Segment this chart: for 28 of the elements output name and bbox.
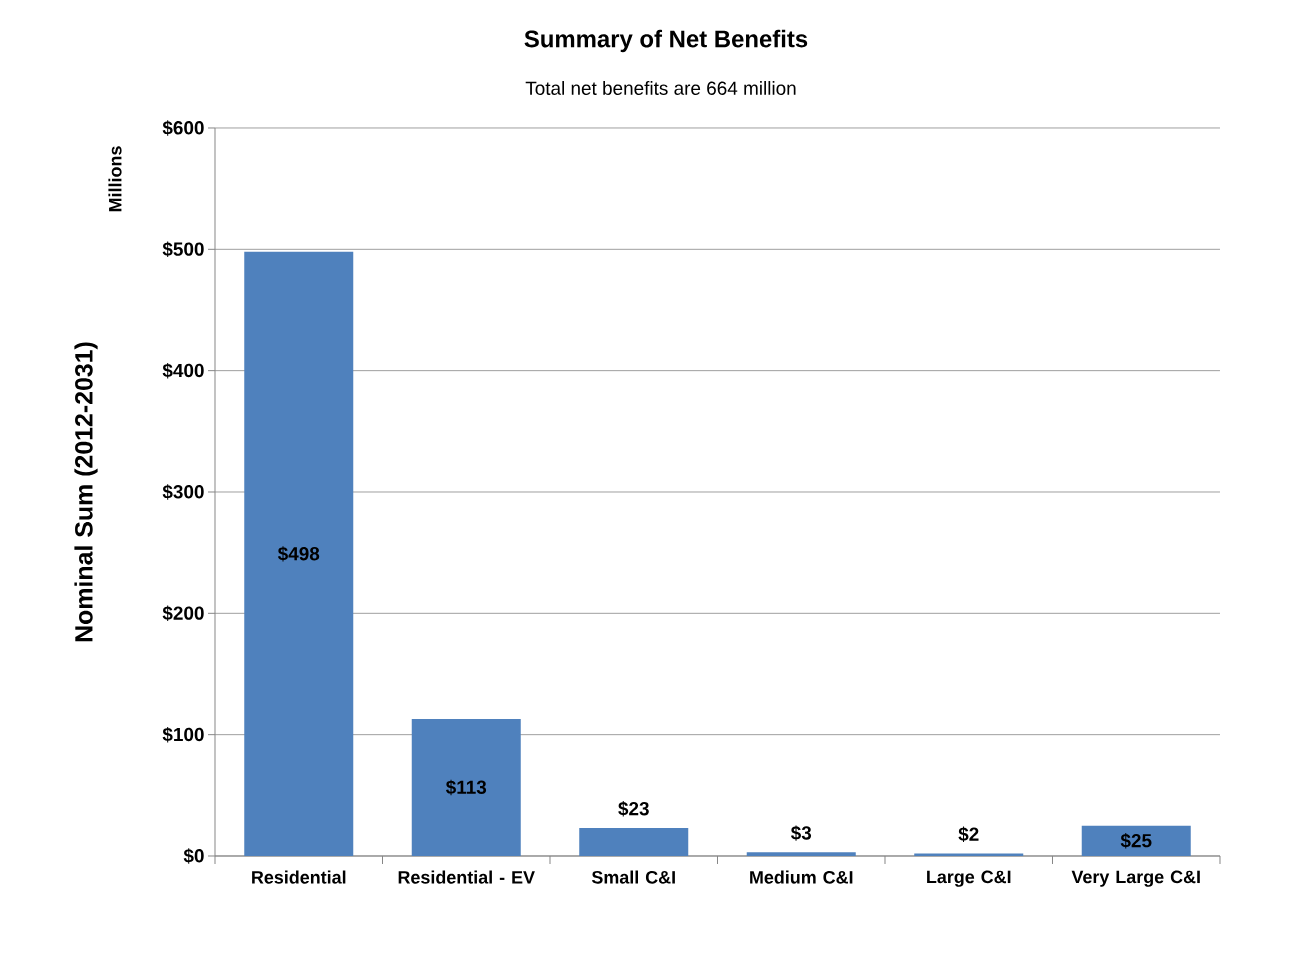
- y-tick-label: $500: [162, 241, 204, 258]
- y-tick-label: $400: [162, 362, 204, 379]
- x-tick-label: Small C&I: [591, 870, 675, 884]
- x-tick-label: Very Large C&I: [1071, 870, 1200, 887]
- x-tick-label: Residential - EV: [398, 870, 535, 884]
- bar: [746, 852, 856, 856]
- x-tick-label: Residential: [252, 870, 346, 884]
- y-tick-label: $600: [162, 120, 204, 136]
- data-label: $2: [958, 826, 979, 843]
- bar: [244, 251, 354, 856]
- data-label: $3: [790, 825, 812, 841]
- data-label: $25: [1120, 833, 1152, 849]
- data-label: $23: [618, 801, 649, 817]
- y-tick-label: $200: [162, 605, 204, 622]
- x-tick-label: Medium C&I: [750, 870, 853, 884]
- chart-title: Summary of Net Benefits: [524, 29, 808, 53]
- bar: [411, 718, 521, 856]
- chart-subtitle: Total net benefits are 664 million: [525, 81, 796, 95]
- bar: [1081, 825, 1191, 856]
- text: Millions: [108, 146, 122, 212]
- y-tick-label: $100: [162, 726, 204, 743]
- y-tick-label: $0: [183, 848, 204, 864]
- bar: [579, 828, 689, 856]
- x-tick-label: Large C&I: [927, 870, 1011, 887]
- data-label: $113: [445, 779, 487, 796]
- y-axis-title: Nominal Sum (2012-2031): [74, 342, 98, 642]
- y-tick-label: $300: [162, 484, 204, 500]
- data-label: $498: [277, 546, 320, 562]
